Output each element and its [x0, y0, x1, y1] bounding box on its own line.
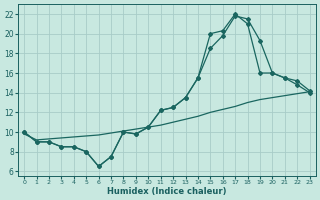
X-axis label: Humidex (Indice chaleur): Humidex (Indice chaleur)	[107, 187, 227, 196]
